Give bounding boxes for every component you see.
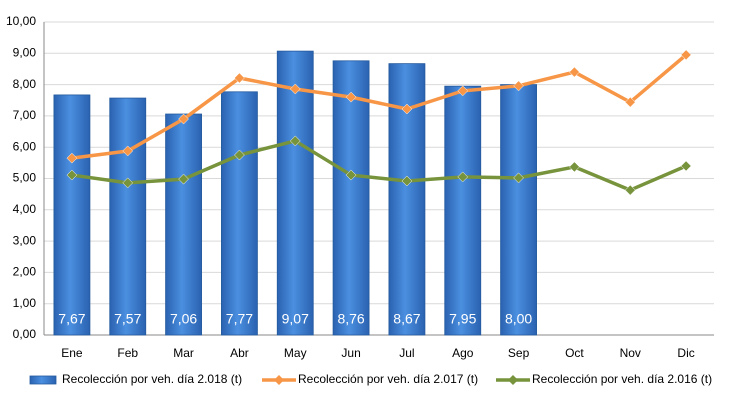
bar xyxy=(444,85,482,336)
marker xyxy=(513,172,524,184)
marker xyxy=(122,145,134,157)
marker xyxy=(345,169,357,181)
x-tick-label: Ene xyxy=(61,346,83,360)
marker xyxy=(66,152,78,164)
x-tick-label: Mar xyxy=(173,346,194,360)
legend-label: Recolección por veh. día 2.018 (t) xyxy=(62,372,242,386)
marker xyxy=(234,149,245,161)
bar xyxy=(53,94,91,336)
bar xyxy=(332,60,370,336)
marker xyxy=(680,160,692,172)
value-label: 7,95 xyxy=(449,311,476,327)
marker xyxy=(401,175,413,187)
marker xyxy=(457,85,469,97)
value-label: 7,77 xyxy=(226,311,253,327)
marker xyxy=(680,49,692,61)
marker xyxy=(513,80,524,92)
legend-marker xyxy=(274,375,284,385)
value-label: 8,67 xyxy=(393,311,420,327)
x-tick-label: Dic xyxy=(677,346,694,360)
legend-marker xyxy=(508,375,518,385)
x-tick-label: Nov xyxy=(620,346,641,360)
value-label: 8,76 xyxy=(337,311,364,327)
y-tick-label: 4,00 xyxy=(13,202,37,216)
x-tick-label: May xyxy=(284,346,307,360)
x-tick-label: Jun xyxy=(341,346,360,360)
marker xyxy=(624,96,636,108)
marker xyxy=(178,113,189,125)
bar xyxy=(109,97,147,336)
bar xyxy=(165,113,202,336)
bar xyxy=(276,50,314,336)
x-tick-label: Sep xyxy=(508,346,530,360)
bar xyxy=(500,84,537,336)
marker xyxy=(178,173,189,185)
value-label: 9,07 xyxy=(282,311,309,327)
line xyxy=(71,53,688,160)
x-tick-label: Abr xyxy=(230,346,249,360)
x-tick-label: Oct xyxy=(565,346,584,360)
bar xyxy=(221,91,258,336)
marker xyxy=(289,135,301,147)
y-tick-label: 10,00 xyxy=(6,14,36,28)
marker xyxy=(122,177,134,189)
legend-swatch xyxy=(29,375,57,385)
y-tick-label: 6,00 xyxy=(13,139,37,153)
y-tick-label: 3,00 xyxy=(13,233,37,247)
marker xyxy=(345,91,357,103)
y-tick-label: 9,00 xyxy=(13,45,37,59)
y-tick-label: 2,00 xyxy=(13,265,37,279)
marker xyxy=(624,184,636,196)
marker xyxy=(234,72,245,84)
x-tick-label: Jul xyxy=(399,346,414,360)
marker xyxy=(569,66,580,78)
legend-label: Recolección por veh. día 2.016 (t) xyxy=(532,372,712,386)
y-tick-label: 0,00 xyxy=(13,327,37,341)
value-label: 7,67 xyxy=(58,311,85,327)
legend-label: Recolección por veh. día 2.017 (t) xyxy=(298,372,478,386)
value-label: 7,57 xyxy=(114,311,141,327)
line xyxy=(71,139,687,192)
marker xyxy=(289,83,301,95)
marker xyxy=(457,171,469,183)
marker xyxy=(401,103,413,115)
value-label: 8,00 xyxy=(505,311,532,327)
y-tick-label: 7,00 xyxy=(13,108,37,122)
x-tick-label: Feb xyxy=(117,346,138,360)
y-tick-label: 1,00 xyxy=(13,296,37,310)
marker xyxy=(569,161,580,173)
marker xyxy=(66,169,78,181)
value-label: 7,06 xyxy=(170,311,197,327)
x-tick-label: Ago xyxy=(452,346,474,360)
y-tick-label: 5,00 xyxy=(13,171,37,185)
y-tick-label: 8,00 xyxy=(13,77,37,91)
